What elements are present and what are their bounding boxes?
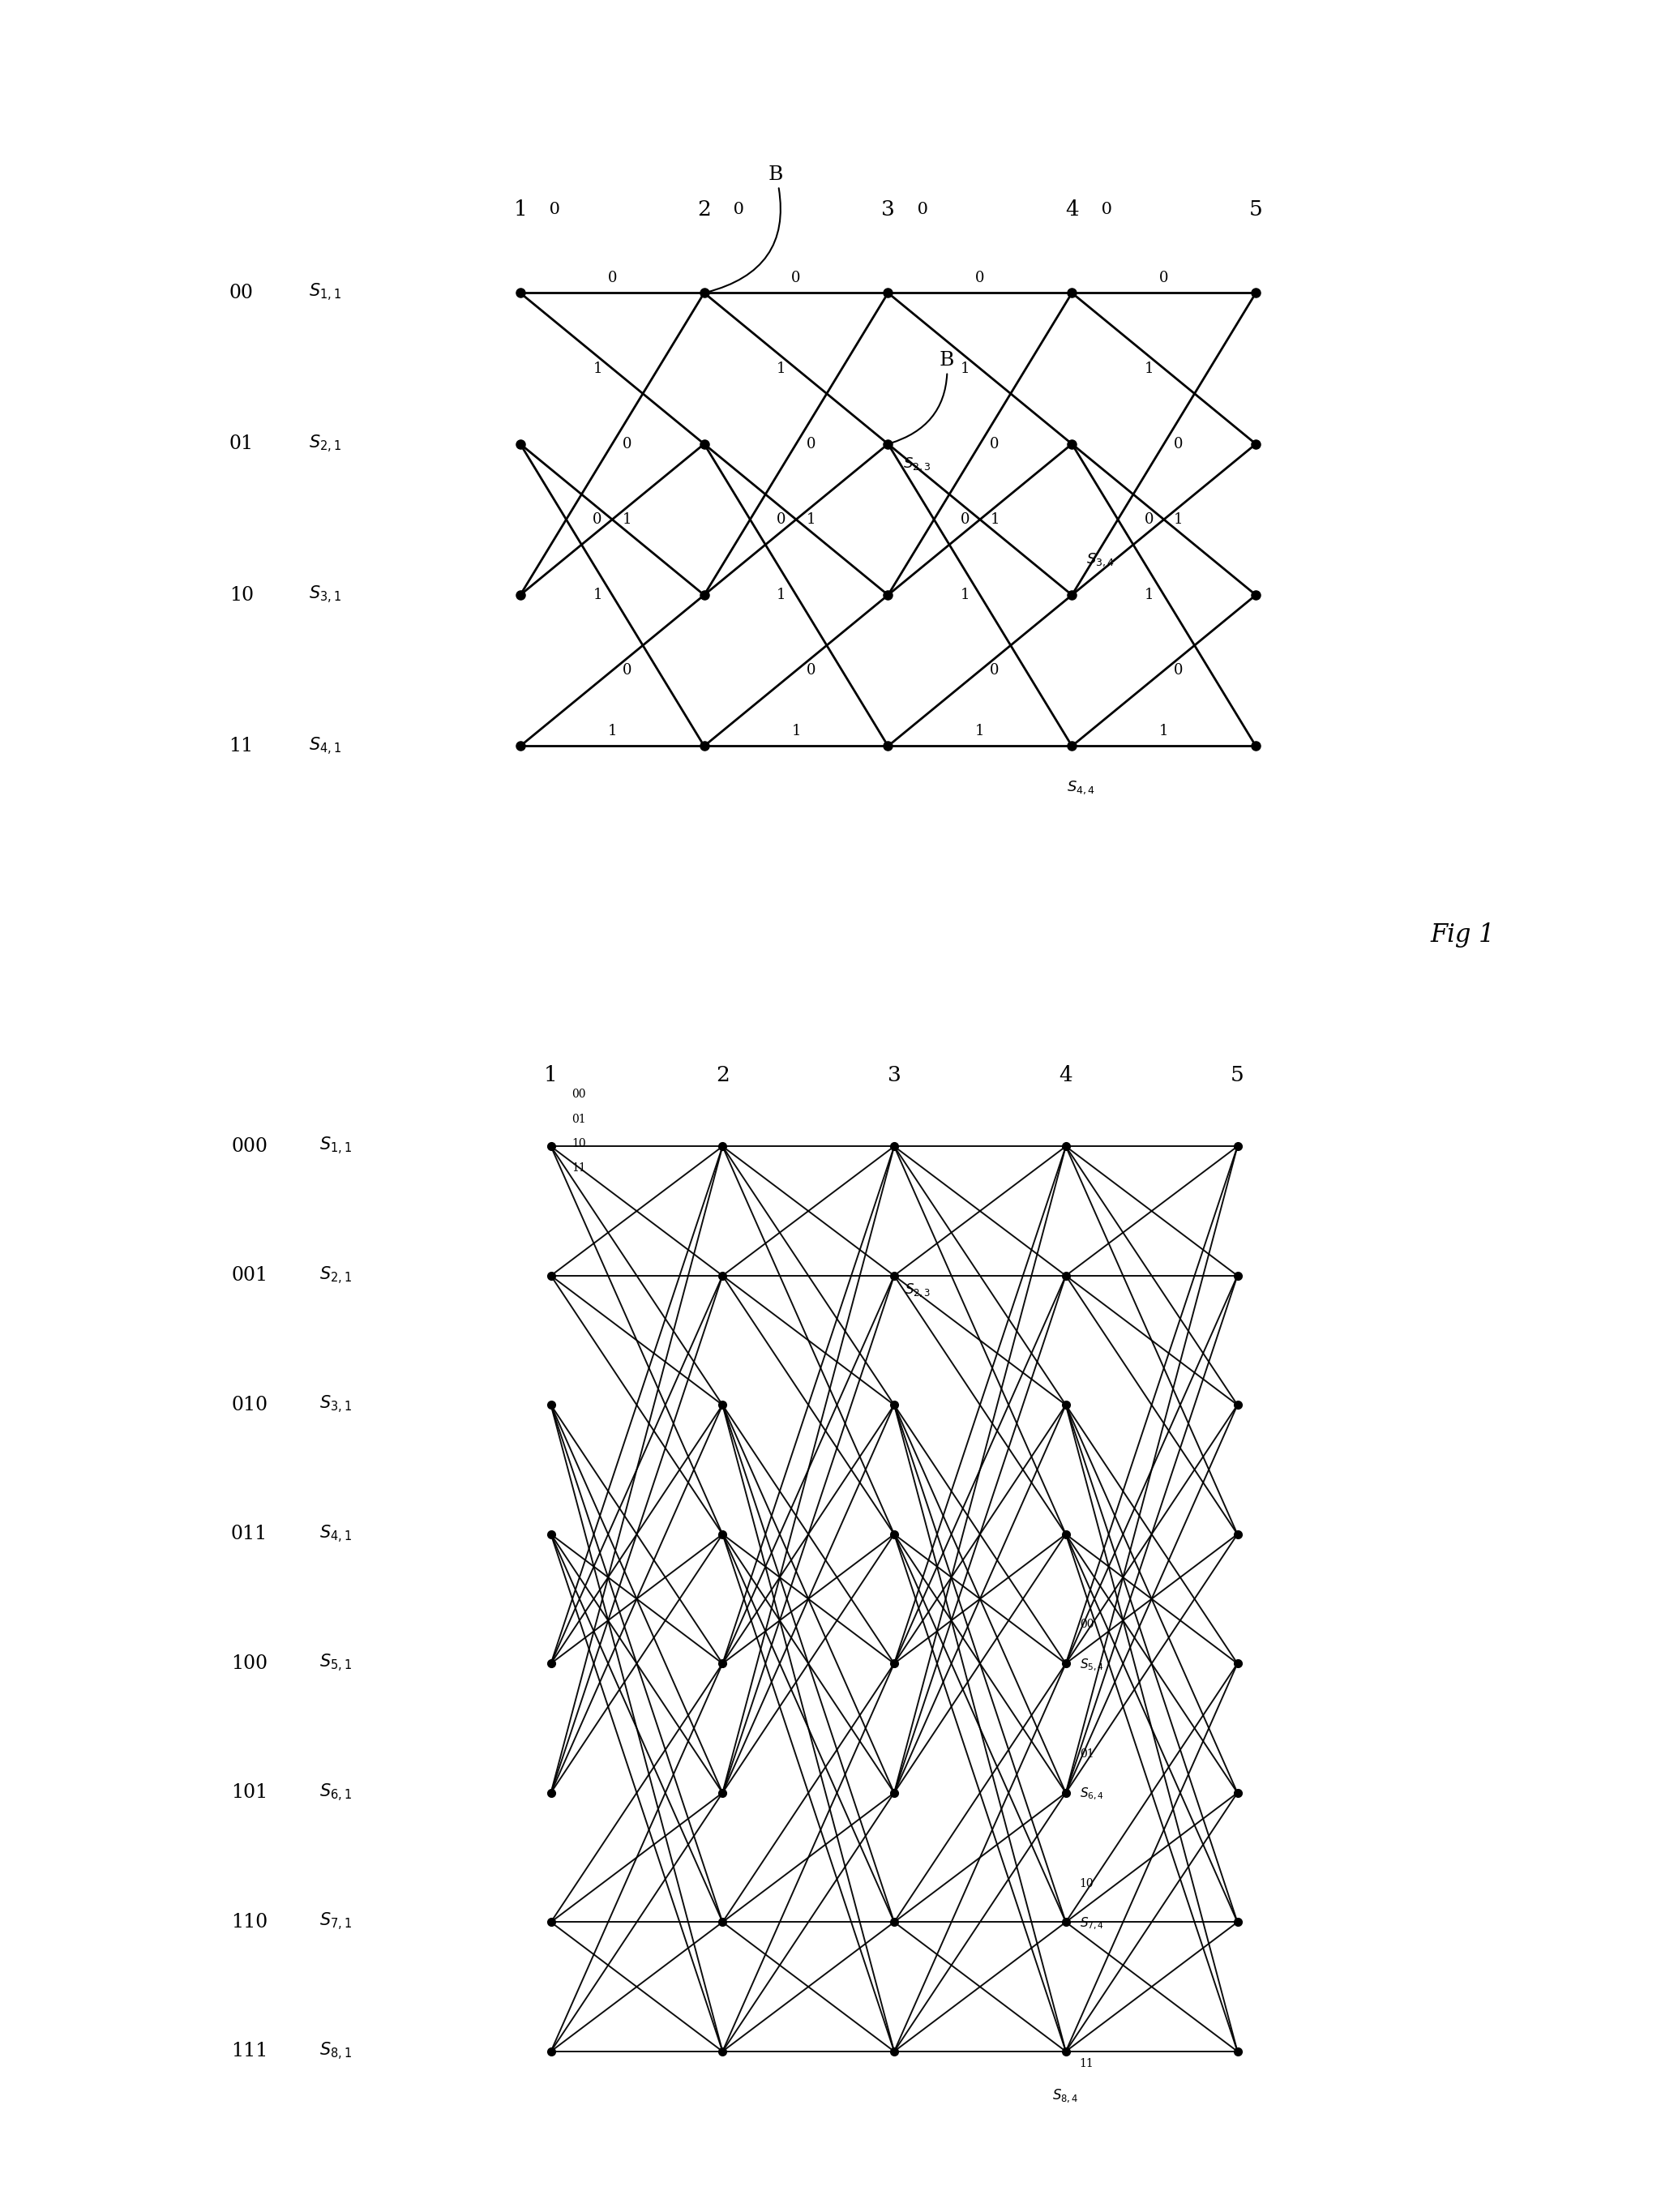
Text: 000: 000: [231, 1137, 267, 1155]
Text: 0: 0: [608, 270, 616, 285]
Text: 1: 1: [623, 513, 631, 526]
Text: $S_{3,1}$: $S_{3,1}$: [319, 1394, 352, 1416]
Text: 0: 0: [912, 201, 928, 217]
Text: 1: 1: [791, 723, 801, 739]
Text: 01: 01: [1080, 1747, 1095, 1761]
Text: 0: 0: [593, 513, 603, 526]
Text: 5: 5: [1231, 1066, 1244, 1086]
Text: 0: 0: [975, 270, 985, 285]
Text: 1: 1: [777, 361, 786, 376]
Text: 5: 5: [1249, 199, 1262, 219]
Text: 10: 10: [1080, 1878, 1095, 1889]
Text: 0: 0: [1174, 664, 1183, 677]
Text: 0: 0: [1174, 436, 1183, 451]
Text: 0: 0: [1096, 201, 1113, 217]
Text: 0: 0: [806, 664, 816, 677]
Text: 1: 1: [975, 723, 985, 739]
Text: $S_{1,1}$: $S_{1,1}$: [319, 1135, 352, 1157]
Text: B: B: [706, 166, 784, 292]
Text: 1: 1: [1159, 723, 1169, 739]
Text: 111: 111: [231, 2042, 267, 2062]
Text: 00: 00: [1080, 1619, 1093, 1630]
Text: 001: 001: [231, 1265, 267, 1285]
Text: 110: 110: [231, 1913, 267, 1931]
Text: 1: 1: [806, 513, 816, 526]
Text: B: B: [890, 352, 955, 442]
Text: 1: 1: [608, 723, 616, 739]
Text: 11: 11: [571, 1164, 586, 1175]
Text: 1: 1: [960, 588, 970, 602]
Text: 3: 3: [882, 199, 895, 219]
Text: 00: 00: [229, 283, 254, 303]
Text: 2: 2: [716, 1066, 729, 1086]
Text: 0: 0: [806, 436, 816, 451]
Text: 4: 4: [1065, 199, 1078, 219]
Text: $S_{6,4}$: $S_{6,4}$: [1080, 1787, 1105, 1803]
Text: 10: 10: [229, 586, 254, 604]
Text: $S_{1,1}$: $S_{1,1}$: [309, 283, 341, 303]
Text: $S_{5,4}$: $S_{5,4}$: [1080, 1657, 1105, 1672]
Text: $S_{4,1}$: $S_{4,1}$: [309, 734, 341, 757]
Text: 0: 0: [990, 436, 1000, 451]
Text: 1: 1: [593, 361, 603, 376]
Text: 0: 0: [960, 513, 970, 526]
Text: 0: 0: [545, 201, 560, 217]
Text: 10: 10: [571, 1139, 586, 1150]
Text: $S_{7,4}$: $S_{7,4}$: [1080, 1916, 1105, 1931]
Text: $S_{2,3}$: $S_{2,3}$: [905, 1283, 930, 1298]
Text: 0: 0: [1144, 513, 1154, 526]
Text: 1: 1: [1174, 513, 1183, 526]
Text: $S_{4,4}$: $S_{4,4}$: [1066, 779, 1095, 796]
Text: 1: 1: [1144, 361, 1154, 376]
Text: 101: 101: [231, 1783, 267, 1803]
Text: 01: 01: [571, 1113, 586, 1126]
Text: 1: 1: [777, 588, 786, 602]
Text: 1: 1: [1144, 588, 1154, 602]
Text: 11: 11: [229, 737, 254, 754]
Text: 0: 0: [777, 513, 786, 526]
Text: 00: 00: [571, 1088, 586, 1099]
Text: $S_{8,4}$: $S_{8,4}$: [1053, 2088, 1080, 2104]
Text: $S_{8,1}$: $S_{8,1}$: [319, 2042, 352, 2062]
Text: $S_{6,1}$: $S_{6,1}$: [319, 1783, 352, 1803]
Text: 0: 0: [728, 201, 744, 217]
Text: 4: 4: [1060, 1066, 1073, 1086]
Text: 100: 100: [231, 1655, 267, 1672]
Text: 0: 0: [623, 664, 631, 677]
Text: 011: 011: [231, 1524, 267, 1544]
Text: 11: 11: [1080, 2057, 1095, 2068]
Text: 01: 01: [229, 434, 254, 453]
Text: $S_{2,1}$: $S_{2,1}$: [319, 1265, 352, 1285]
Text: 0: 0: [623, 436, 631, 451]
Text: 3: 3: [887, 1066, 900, 1086]
Text: $S_{2,1}$: $S_{2,1}$: [309, 434, 341, 456]
Text: $S_{7,1}$: $S_{7,1}$: [319, 1911, 352, 1933]
Text: 1: 1: [960, 361, 970, 376]
Text: $S_{3,4}$: $S_{3,4}$: [1086, 551, 1115, 568]
Text: $S_{5,1}$: $S_{5,1}$: [319, 1652, 352, 1674]
Text: 1: 1: [513, 199, 527, 219]
Text: 1: 1: [593, 588, 603, 602]
Text: 0: 0: [1159, 270, 1169, 285]
Text: 1: 1: [990, 513, 1000, 526]
Text: $S_{3,1}$: $S_{3,1}$: [309, 584, 341, 606]
Text: 2: 2: [698, 199, 711, 219]
Text: 010: 010: [231, 1396, 267, 1413]
Text: 0: 0: [990, 664, 1000, 677]
Text: 0: 0: [791, 270, 801, 285]
Text: $S_{2,3}$: $S_{2,3}$: [904, 456, 932, 473]
Text: Fig 1: Fig 1: [1430, 922, 1495, 949]
Text: 1: 1: [545, 1066, 558, 1086]
Text: $S_{4,1}$: $S_{4,1}$: [319, 1524, 352, 1544]
